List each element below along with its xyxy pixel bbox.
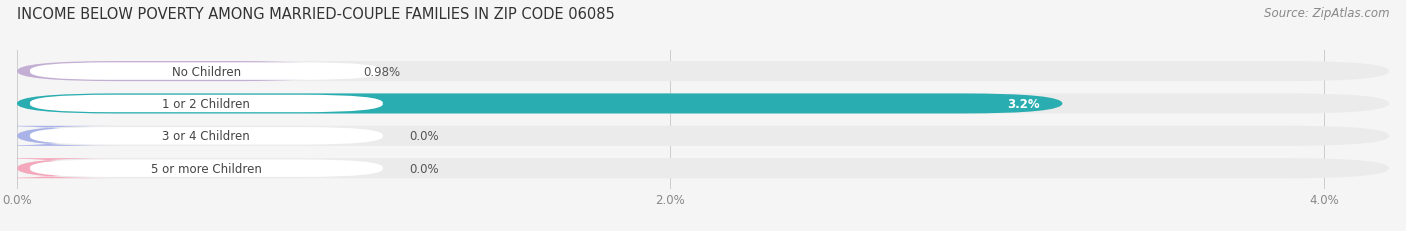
Text: INCOME BELOW POVERTY AMONG MARRIED-COUPLE FAMILIES IN ZIP CODE 06085: INCOME BELOW POVERTY AMONG MARRIED-COUPL… [17, 7, 614, 22]
FancyBboxPatch shape [30, 95, 382, 113]
FancyBboxPatch shape [30, 160, 382, 177]
FancyBboxPatch shape [17, 62, 337, 82]
Text: No Children: No Children [172, 65, 240, 78]
Text: 0.0%: 0.0% [409, 162, 439, 175]
Text: 0.98%: 0.98% [363, 65, 401, 78]
FancyBboxPatch shape [17, 94, 1063, 114]
Text: 1 or 2 Children: 1 or 2 Children [163, 97, 250, 110]
FancyBboxPatch shape [17, 62, 1389, 82]
Text: 0.0%: 0.0% [409, 130, 439, 143]
FancyBboxPatch shape [17, 126, 1389, 146]
Text: 3.2%: 3.2% [1007, 97, 1039, 110]
FancyBboxPatch shape [30, 63, 382, 80]
FancyBboxPatch shape [30, 128, 382, 145]
FancyBboxPatch shape [17, 158, 1389, 179]
Text: 3 or 4 Children: 3 or 4 Children [163, 130, 250, 143]
FancyBboxPatch shape [0, 158, 118, 179]
FancyBboxPatch shape [0, 126, 118, 146]
Text: Source: ZipAtlas.com: Source: ZipAtlas.com [1264, 7, 1389, 20]
Text: 5 or more Children: 5 or more Children [150, 162, 262, 175]
FancyBboxPatch shape [17, 94, 1389, 114]
